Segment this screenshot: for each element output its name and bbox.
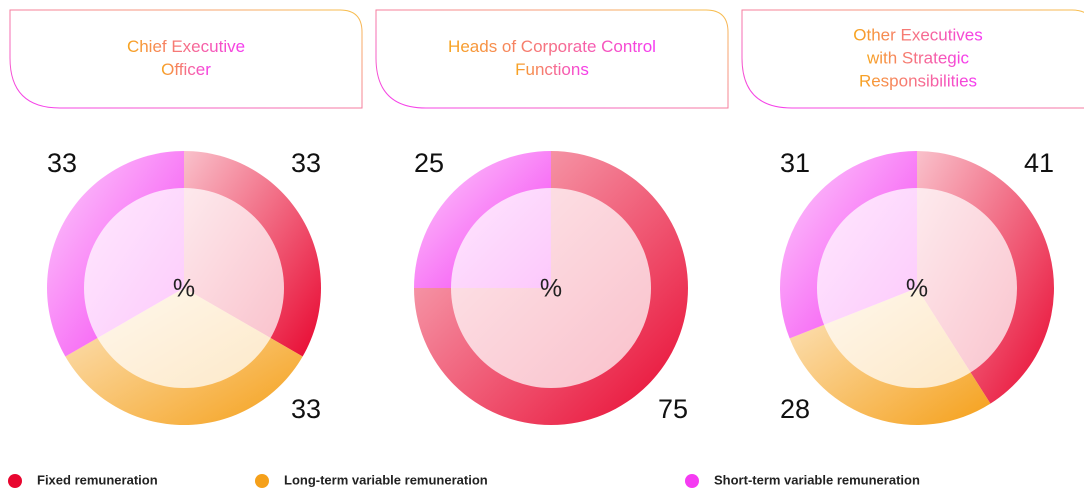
title-box — [9, 9, 363, 109]
legend-marker — [685, 474, 699, 488]
chart-title: Heads of Corporate Control — [448, 37, 656, 56]
chart-title: with Strategic — [866, 48, 970, 67]
value-label: 75 — [658, 394, 688, 424]
chart-title: Responsibilities — [859, 71, 977, 90]
value-label: 33 — [47, 148, 77, 178]
value-label: 28 — [780, 394, 810, 424]
chart-title: Officer — [161, 60, 211, 79]
inner-disc — [451, 188, 651, 388]
title-box — [375, 9, 729, 109]
center-label: % — [540, 275, 562, 303]
value-label: 33 — [291, 148, 321, 178]
chart-title: Chief Executive — [127, 37, 245, 56]
value-label: 31 — [780, 148, 810, 178]
value-label: 33 — [291, 394, 321, 424]
inner-disc — [84, 188, 284, 388]
center-label: % — [173, 275, 195, 303]
value-label: 41 — [1024, 148, 1054, 178]
legend-label: Long-term variable remuneration — [284, 472, 488, 487]
legend-marker — [255, 474, 269, 488]
legend-label: Fixed remuneration — [37, 472, 158, 487]
title-box — [741, 9, 1084, 109]
chart-title: Functions — [515, 60, 589, 79]
inner-disc — [817, 188, 1017, 388]
chart-title: Other Executives — [853, 25, 982, 44]
legend-marker — [8, 474, 22, 488]
legend-label: Short-term variable remuneration — [714, 472, 920, 487]
value-label: 25 — [414, 148, 444, 178]
center-label: % — [906, 275, 928, 303]
